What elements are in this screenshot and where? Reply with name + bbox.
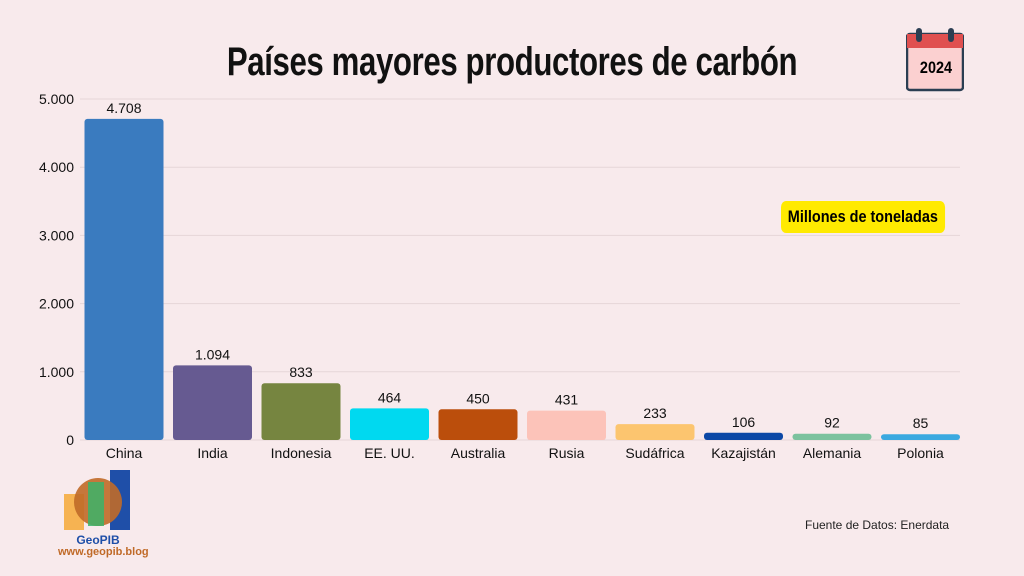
y-tick-label: 5.000 [39,91,74,107]
bar-Indonesia [261,383,341,440]
bar-Polonia [881,434,960,440]
y-tick-label: 3.000 [39,227,74,243]
x-tick-label: Alemania [803,445,862,461]
bar-Kazajistán [704,432,783,440]
bar-India [173,365,252,440]
x-tick-label: Australia [451,445,506,461]
svg-text:GeoPIB: GeoPIB [76,533,120,547]
bar-China [84,118,164,440]
data-label: 1.094 [195,346,230,362]
data-label: 106 [732,414,756,430]
geopib-logo: GeoPIB [64,470,130,547]
chart-title: Países mayores productores de carbón [226,40,798,84]
x-tick-label: China [106,445,143,461]
bar-Sudáfrica [615,424,695,440]
y-tick-label: 4.000 [39,159,74,175]
y-tick-label: 2.000 [39,296,74,312]
bar-Rusia [527,410,606,440]
data-label: 85 [913,415,929,431]
x-tick-label: Sudáfrica [625,445,684,461]
x-tick-label: India [197,445,228,461]
logo-url: www.geopib.blog [58,546,149,558]
x-tick-label: EE. UU. [364,445,415,461]
bar-Australia [438,409,518,440]
x-tick-label: Rusia [549,445,585,461]
y-tick-label: 0 [66,432,74,448]
bar-Alemania [792,433,872,440]
data-label: 431 [555,392,579,408]
x-tick-label: Kazajistán [711,445,776,461]
data-label: 4.708 [106,100,141,116]
data-label: 233 [643,405,667,421]
x-tick-label: Polonia [897,445,944,461]
data-label: 450 [466,390,490,406]
year-label: 2024 [919,58,953,77]
x-tick-label: Indonesia [271,445,332,461]
unit-badge: Millones de toneladas [781,201,945,233]
source-note: Fuente de Datos: Enerdata [805,518,950,532]
y-tick-label: 1.000 [39,364,74,380]
data-label: 464 [378,389,402,405]
data-label: 833 [289,364,313,380]
data-label: 92 [824,415,840,431]
bar-EE. UU. [350,408,429,440]
calendar-icon [906,28,964,92]
